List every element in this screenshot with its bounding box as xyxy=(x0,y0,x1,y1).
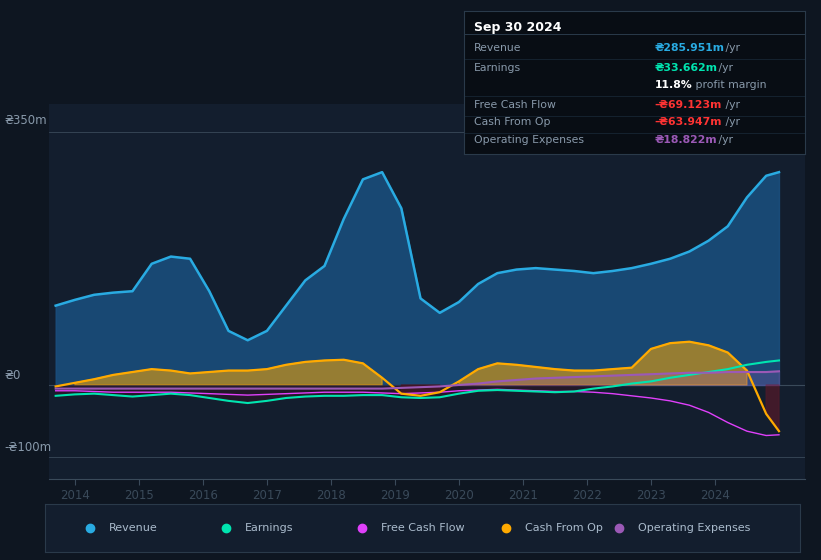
Text: Earnings: Earnings xyxy=(245,523,294,533)
Text: ₴33.662m: ₴33.662m xyxy=(654,63,718,73)
Text: /yr: /yr xyxy=(722,117,740,127)
Text: Operating Expenses: Operating Expenses xyxy=(474,136,584,146)
Text: /yr: /yr xyxy=(714,136,732,146)
Text: /yr: /yr xyxy=(722,43,740,53)
Text: /yr: /yr xyxy=(722,100,740,110)
Text: ₴285.951m: ₴285.951m xyxy=(654,43,725,53)
Text: Cash From Op: Cash From Op xyxy=(525,523,603,533)
Text: -₴69.123m: -₴69.123m xyxy=(654,100,722,110)
Text: Revenue: Revenue xyxy=(109,523,158,533)
Text: /yr: /yr xyxy=(714,63,732,73)
Text: -₴100m: -₴100m xyxy=(4,441,51,454)
Text: profit margin: profit margin xyxy=(692,80,767,90)
Text: Cash From Op: Cash From Op xyxy=(474,117,551,127)
Text: ₴350m: ₴350m xyxy=(4,114,47,127)
Text: 11.8%: 11.8% xyxy=(654,80,692,90)
Text: -₴63.947m: -₴63.947m xyxy=(654,117,722,127)
Text: Operating Expenses: Operating Expenses xyxy=(638,523,750,533)
Text: Sep 30 2024: Sep 30 2024 xyxy=(474,21,562,34)
Text: ₴0: ₴0 xyxy=(4,369,21,382)
Text: Free Cash Flow: Free Cash Flow xyxy=(381,523,465,533)
Text: Free Cash Flow: Free Cash Flow xyxy=(474,100,556,110)
Text: Earnings: Earnings xyxy=(474,63,521,73)
Text: ₴18.822m: ₴18.822m xyxy=(654,136,718,146)
Text: Revenue: Revenue xyxy=(474,43,521,53)
